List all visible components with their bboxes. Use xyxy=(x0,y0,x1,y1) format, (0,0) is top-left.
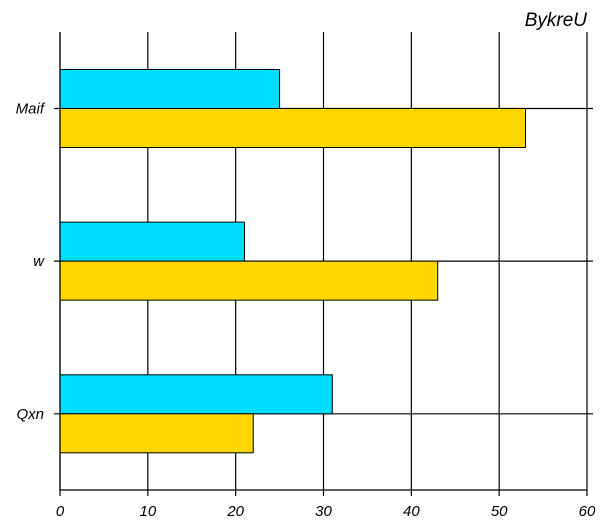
x-tick-label: 50 xyxy=(491,503,508,520)
bars xyxy=(59,68,527,454)
x-tick-label: 10 xyxy=(139,503,156,520)
bar-Maif-series-1 xyxy=(59,68,281,109)
bar-w-series-1 xyxy=(59,221,245,262)
x-tick-label: 20 xyxy=(226,503,244,520)
x-tick-label: 40 xyxy=(403,503,420,520)
axes xyxy=(59,32,588,496)
bar-w-series-2 xyxy=(59,260,439,301)
bar-Maif-series-2 xyxy=(59,107,527,148)
bar-Qxn-series-2 xyxy=(59,413,254,454)
bar-Qxn-series-1 xyxy=(59,374,333,415)
x-tick-label: 0 xyxy=(56,503,65,520)
x-tick-label: 60 xyxy=(579,503,596,520)
x-tick-label: 30 xyxy=(315,503,332,520)
category-label: Qxn xyxy=(16,406,44,423)
category-label: w xyxy=(33,253,45,270)
category-label: Maif xyxy=(16,100,46,117)
chart-title: BykreU xyxy=(525,10,588,31)
tick-labels: 0 10 20 30 40 50 60 Maif w Qxn xyxy=(16,100,596,520)
